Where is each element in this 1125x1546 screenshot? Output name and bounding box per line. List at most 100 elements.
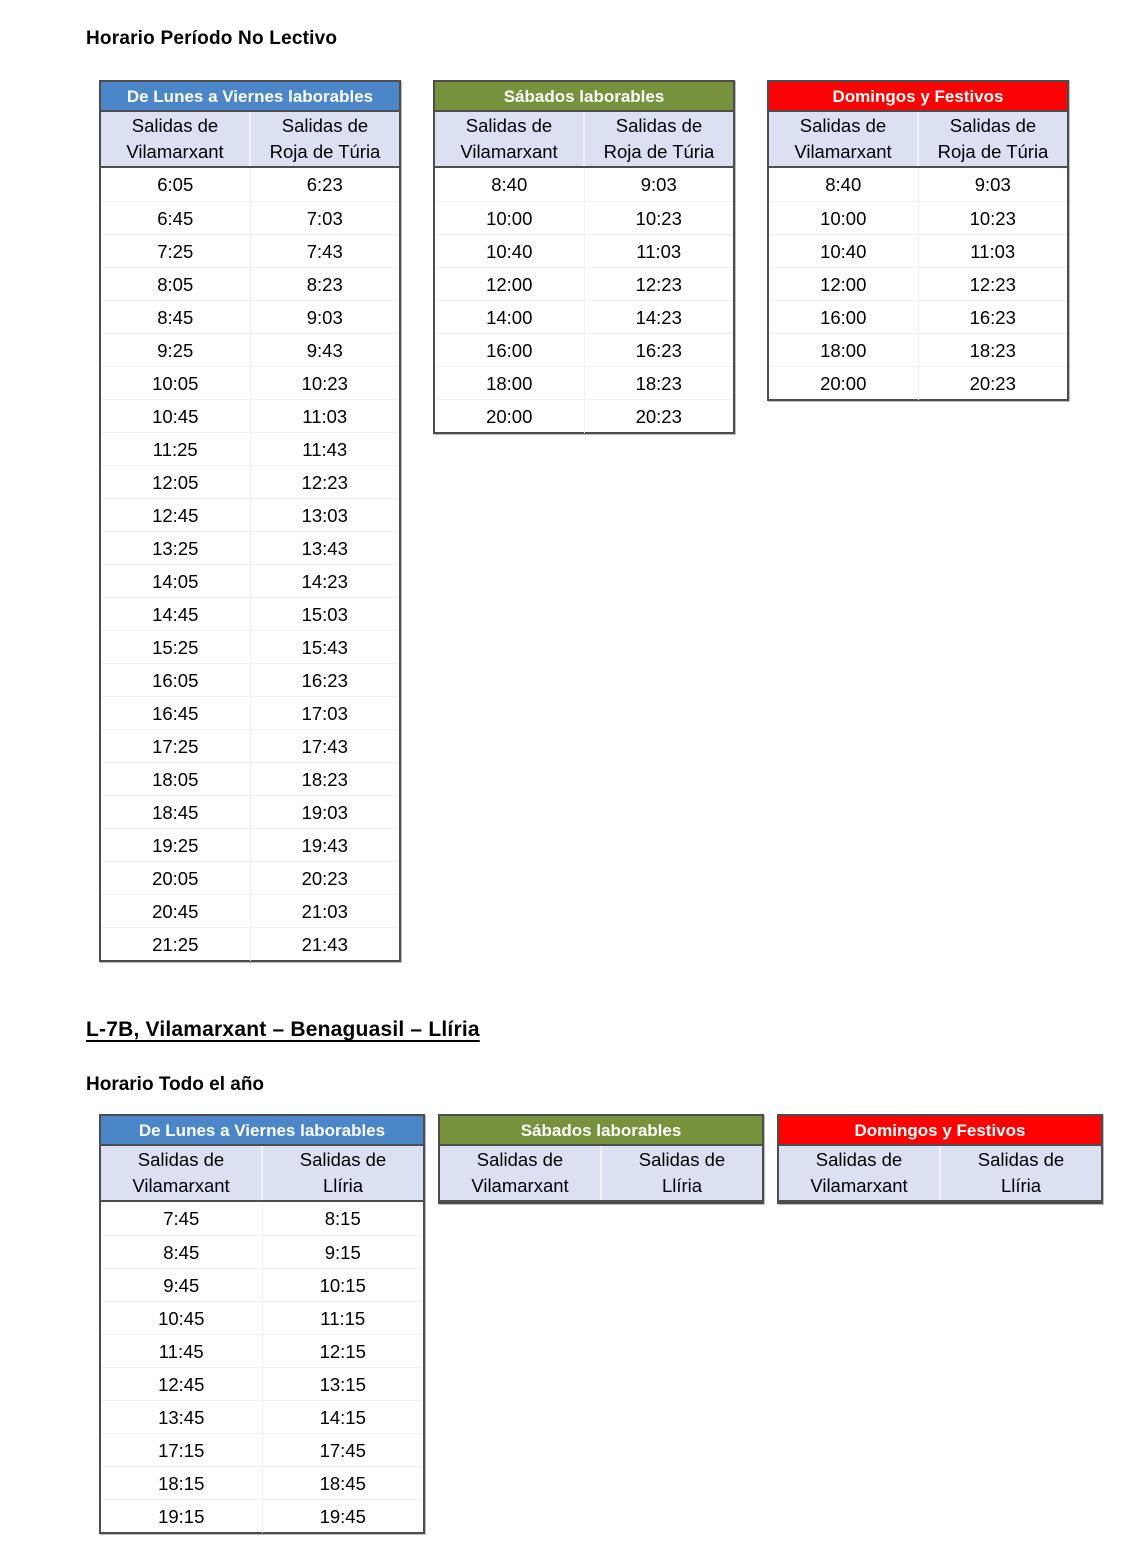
time-cell: 16:05	[152, 670, 199, 691]
timetable-row: 6:05 6:23	[101, 168, 399, 201]
time-cell: 16:45	[152, 703, 199, 724]
timetable-saturdays: Sábados laborables Salidas de Vilamarxan…	[438, 1114, 764, 1204]
column-header-row: Salidas de Vilamarxant Salidas de Llíria	[779, 1146, 1101, 1202]
time-cell: 13:25	[152, 538, 199, 559]
time-cell: 9:25	[157, 340, 194, 361]
time-cell: 20:00	[820, 373, 867, 394]
time-cell: 13:43	[249, 532, 400, 565]
time-cell: 16:00	[820, 307, 867, 328]
time-cell: 10:23	[583, 202, 734, 235]
timetable-row: 10:45 11:15	[101, 1301, 424, 1335]
time-cell: 19:45	[261, 1500, 424, 1533]
time-cell: 10:00	[486, 208, 533, 229]
time-cell: 14:05	[152, 571, 199, 592]
timetable-group-todo-el-ano: De Lunes a Viernes laborables Salidas de…	[99, 1114, 1125, 1534]
time-cell: 16:23	[249, 664, 400, 697]
timetable-row: 6:45 7:03	[101, 201, 399, 235]
timetable-row: 20:00 20:23	[435, 399, 734, 433]
table-title: Domingos y Festivos	[779, 1116, 1101, 1146]
time-cell: 15:43	[249, 631, 400, 664]
time-cell: 9:45	[163, 1275, 200, 1296]
timetable-row: 11:25 11:43	[101, 432, 399, 466]
table-title: Sábados laborables	[435, 82, 733, 112]
time-cell: 18:15	[158, 1473, 205, 1494]
timetable-row: 8:05 8:23	[101, 267, 399, 301]
time-cell: 19:25	[152, 835, 199, 856]
time-cell: 9:03	[917, 168, 1068, 201]
column-header-arrivals: Salidas de Llíria	[600, 1146, 762, 1200]
time-cell: 16:23	[583, 334, 734, 367]
time-cell: 16:00	[486, 340, 533, 361]
column-header-arrivals: Salidas de Roja de Túria	[583, 112, 733, 166]
timetable-row: 9:25 9:43	[101, 333, 400, 367]
table-title: Domingos y Festivos	[769, 82, 1067, 112]
time-cell: 21:43	[249, 928, 400, 961]
column-header-departures: Salidas de Vilamarxant	[471, 1149, 569, 1196]
time-cell: 9:43	[249, 334, 400, 367]
timetable-row: 20:05 20:23	[101, 861, 399, 895]
time-cell: 14:00	[486, 307, 533, 328]
timetable-row: 21:25 21:43	[101, 927, 400, 961]
timetable-row: 8:45 9:03	[101, 300, 400, 334]
time-cell: 17:25	[152, 736, 199, 757]
column-header-departures: Salidas de Vilamarxant	[794, 115, 892, 162]
time-cell: 18:00	[486, 373, 533, 394]
time-cell: 8:40	[491, 174, 528, 195]
time-cell: 14:23	[583, 301, 734, 334]
time-cell: 14:15	[261, 1401, 424, 1434]
time-cell: 9:03	[583, 168, 734, 201]
column-header-arrivals: Salidas de Llíria	[939, 1146, 1101, 1200]
time-cell: 13:03	[249, 499, 400, 532]
time-cell: 17:43	[249, 730, 400, 763]
time-cell: 20:00	[486, 406, 533, 427]
table-title: Sábados laborables	[440, 1116, 762, 1146]
time-cell: 17:45	[261, 1434, 424, 1467]
column-header-departures: Salidas de Vilamarxant	[126, 115, 224, 162]
time-cell: 6:05	[157, 174, 194, 195]
timetable-row: 7:25 7:43	[101, 234, 400, 268]
timetable-sundays-holidays: Domingos y Festivos Salidas de Vilamarxa…	[767, 80, 1069, 401]
time-cell: 8:40	[825, 174, 862, 195]
time-cell: 10:00	[820, 208, 867, 229]
timetable-row: 16:00 16:23	[435, 333, 734, 367]
time-cell: 11:15	[261, 1302, 424, 1335]
timetable-row: 18:15 18:45	[101, 1466, 423, 1500]
timetable-row: 10:00 10:23	[769, 201, 1068, 235]
time-cell: 9:15	[261, 1236, 424, 1269]
timetable-row: 20:45 21:03	[101, 894, 400, 928]
page-title: Horario Período No Lectivo	[86, 28, 338, 49]
timetable-weekdays: De Lunes a Viernes laborables Salidas de…	[99, 80, 401, 962]
timetable-row: 10:40 11:03	[769, 234, 1068, 268]
time-cell: 10:23	[249, 367, 400, 400]
time-cell: 6:23	[249, 168, 400, 201]
column-header-departures: Salidas de Vilamarxant	[810, 1149, 908, 1196]
time-cell: 21:03	[249, 895, 400, 928]
time-cell: 10:05	[152, 373, 199, 394]
time-cell: 10:23	[917, 202, 1068, 235]
time-cell: 11:03	[583, 235, 734, 268]
timetable-row: 10:45 11:03	[101, 399, 399, 433]
time-cell: 12:23	[917, 268, 1068, 301]
time-cell: 11:03	[917, 235, 1068, 268]
timetable-row: 14:45 15:03	[101, 597, 399, 631]
timetable-row: 14:05 14:23	[101, 564, 399, 598]
time-cell: 10:40	[820, 241, 867, 262]
time-cell: 20:23	[917, 367, 1068, 400]
timetable-row: 12:00 12:23	[435, 267, 734, 301]
time-cell: 7:43	[249, 235, 400, 268]
time-cell: 15:25	[152, 637, 199, 658]
time-cell: 7:25	[157, 241, 194, 262]
time-cell: 19:03	[249, 796, 400, 829]
time-cell: 9:03	[249, 301, 400, 334]
timetable-row: 12:45 13:03	[101, 498, 400, 532]
timetable-row: 9:45 10:15	[101, 1268, 423, 1302]
time-cell: 6:45	[157, 208, 194, 229]
table-title: De Lunes a Viernes laborables	[101, 82, 399, 112]
time-cell: 10:45	[152, 406, 199, 427]
column-header-row: Salidas de Vilamarxant Salidas de Roja d…	[435, 112, 733, 168]
column-header-row: Salidas de Vilamarxant Salidas de Llíria	[101, 1146, 423, 1202]
time-cell: 7:45	[163, 1208, 200, 1229]
time-cell: 20:23	[583, 400, 734, 433]
table-title: De Lunes a Viernes laborables	[101, 1116, 423, 1146]
time-cell: 12:23	[583, 268, 734, 301]
